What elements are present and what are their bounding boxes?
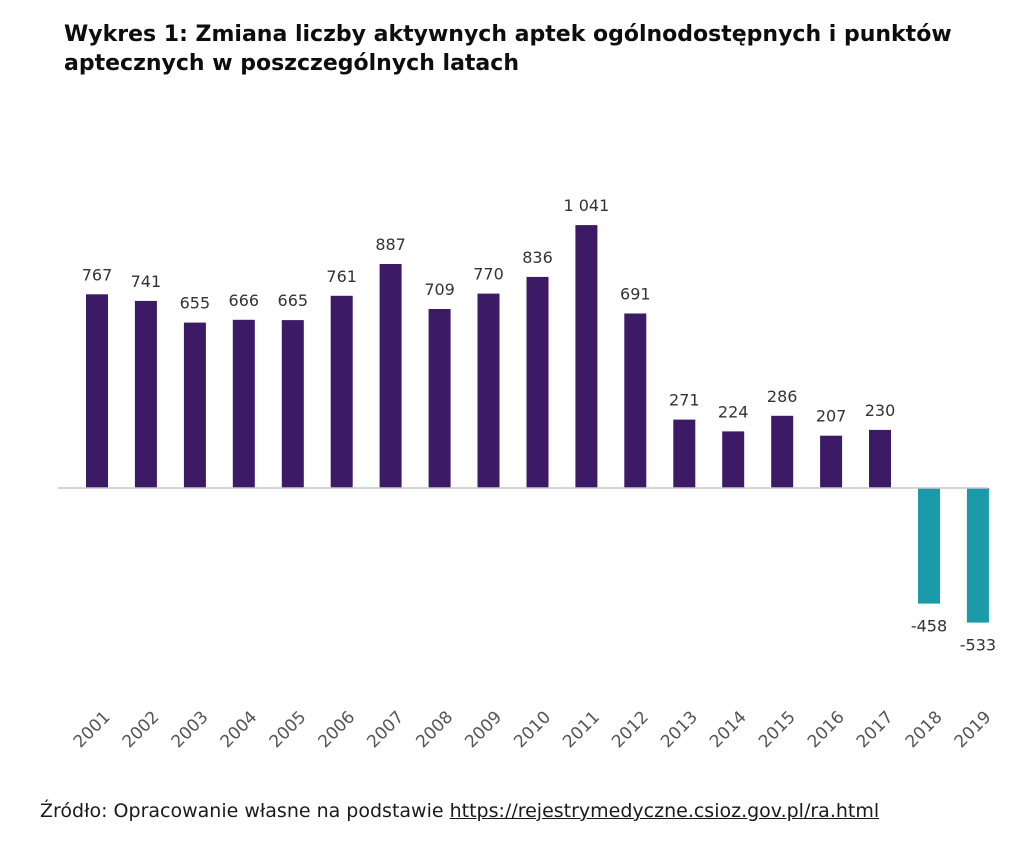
x-tick-label-2018: 2018: [902, 707, 947, 752]
value-label-2018: -458: [911, 617, 947, 636]
bar-2005: [281, 320, 304, 488]
x-tick-label-2016: 2016: [804, 707, 849, 752]
x-tick-label-2008: 2008: [412, 707, 457, 752]
value-label-2004: 666: [229, 291, 260, 310]
x-tick-label-2001: 2001: [70, 707, 115, 752]
value-label-2006: 761: [326, 267, 357, 286]
bar-2016: [820, 435, 843, 488]
x-tick-label-2017: 2017: [853, 707, 898, 752]
value-label-2013: 271: [669, 391, 700, 410]
source-link[interactable]: https://rejestrymedyczne.csioz.gov.pl/ra…: [449, 800, 880, 822]
x-tick-label-2004: 2004: [217, 707, 262, 752]
x-tick-label-2015: 2015: [755, 707, 800, 752]
value-label-2001: 767: [82, 265, 113, 284]
bar-2018: [918, 488, 940, 604]
value-label-2008: 709: [424, 280, 455, 299]
value-label-2019: -533: [960, 636, 996, 655]
x-tick-label-2014: 2014: [706, 707, 751, 752]
value-label-2011: 1 041: [563, 196, 609, 215]
x-tick-label-2011: 2011: [559, 707, 604, 752]
x-tick-label-2007: 2007: [363, 707, 408, 752]
x-tick-label-2012: 2012: [608, 707, 653, 752]
x-tick-label-2009: 2009: [461, 707, 506, 752]
value-label-2009: 770: [473, 265, 504, 284]
bar-2017: [869, 429, 891, 488]
source-prefix: Źródło: Opracowanie własne na podstawie: [40, 800, 450, 822]
value-label-2012: 691: [620, 285, 651, 304]
bar-2003: [183, 322, 206, 488]
value-label-2002: 741: [131, 272, 162, 291]
bar-2019: [966, 488, 989, 623]
value-label-2015: 286: [767, 387, 798, 406]
bar-2006: [330, 295, 353, 488]
bar-2012: [624, 313, 647, 488]
x-tick-label-2003: 2003: [168, 707, 213, 752]
source-note: Źródło: Opracowanie własne na podstawie …: [40, 800, 879, 822]
value-label-2010: 836: [522, 248, 553, 267]
bar-2011: [575, 225, 598, 488]
x-tick-label-2006: 2006: [315, 707, 360, 752]
bar-2002: [134, 300, 157, 488]
bar-2007: [379, 264, 402, 488]
value-labels-group: 767 741 655 666 665 761 887 709 770 836 1 041 691 27…: [82, 196, 996, 654]
value-label-2005: 665: [278, 291, 309, 310]
x-tick-label-2019: 2019: [951, 707, 996, 752]
value-label-2007: 887: [375, 235, 406, 254]
bar-2010: [526, 276, 549, 488]
bar-2008: [428, 309, 451, 488]
bar-chart: 767 741 655 666 665 761 887 709 770 836 1 041 691 27…: [58, 196, 996, 752]
bar-2001: [86, 294, 108, 488]
bar-2015: [771, 415, 794, 488]
x-tick-label-2002: 2002: [119, 707, 164, 752]
bar-2013: [673, 419, 696, 488]
value-label-2014: 224: [718, 402, 749, 421]
value-label-2017: 230: [865, 401, 896, 420]
chart-title: Wykres 1: Zmiana liczby aktywnych aptek …: [64, 22, 952, 76]
bar-2009: [477, 293, 500, 488]
value-label-2003: 655: [180, 294, 211, 313]
bar-2014: [722, 431, 745, 488]
bars-group: [86, 225, 989, 623]
x-tick-label-2010: 2010: [510, 707, 555, 752]
x-tick-label-2005: 2005: [266, 707, 311, 752]
value-label-2016: 207: [816, 407, 847, 426]
x-tick-labels-group: 2001 2002 2003 2004 2005 2006 2007 2008 2009 2010…: [70, 707, 996, 752]
x-tick-label-2013: 2013: [657, 707, 702, 752]
bar-2004: [232, 319, 255, 488]
